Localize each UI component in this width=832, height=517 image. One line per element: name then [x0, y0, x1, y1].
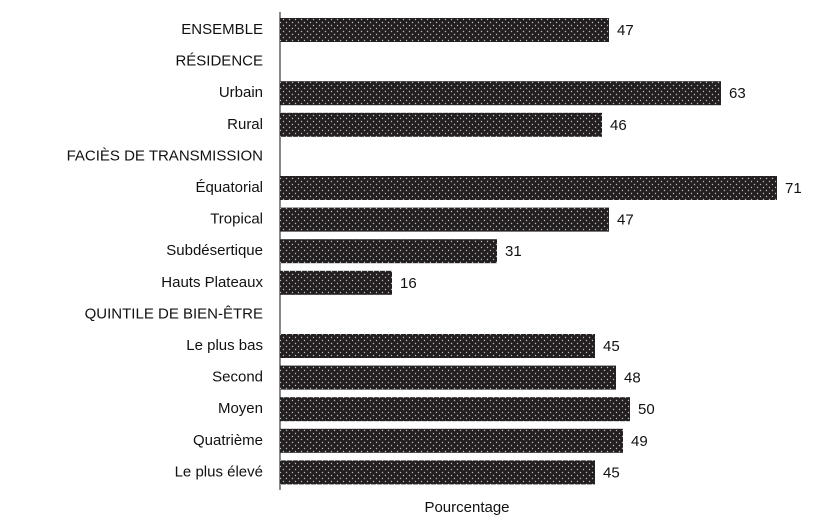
category-label: ENSEMBLE — [181, 21, 263, 38]
bar — [280, 460, 595, 485]
bar — [280, 176, 777, 200]
category-label: Équatorial — [195, 179, 263, 196]
value-label: 31 — [505, 243, 522, 260]
category-label: Subdésertique — [166, 242, 263, 259]
category-label: Tropical — [210, 211, 263, 228]
value-label: 16 — [400, 275, 417, 292]
value-label: 49 — [631, 433, 648, 450]
category-label: Quatrième — [193, 432, 263, 449]
value-label: 47 — [617, 22, 634, 39]
value-label: 71 — [785, 180, 802, 197]
category-label: Le plus élevé — [175, 463, 263, 480]
value-label: 50 — [638, 401, 655, 418]
bar — [280, 239, 497, 264]
bar — [280, 428, 623, 453]
category-label: QUINTILE DE BIEN-ÊTRE — [85, 305, 263, 322]
category-label: Moyen — [218, 400, 263, 417]
bar — [280, 81, 721, 106]
value-label: 45 — [603, 464, 620, 481]
category-label: Hauts Plateaux — [161, 274, 263, 291]
bar — [280, 112, 602, 137]
x-axis-label: Pourcentage — [424, 499, 509, 516]
category-label: Urbain — [219, 84, 263, 101]
category-label: Rural — [227, 116, 263, 133]
bar — [280, 18, 609, 42]
category-label: Le plus bas — [186, 337, 263, 354]
value-label: 46 — [610, 117, 627, 134]
bar — [280, 270, 392, 295]
value-label: 45 — [603, 338, 620, 355]
value-label: 63 — [729, 85, 746, 102]
category-label: RÉSIDENCE — [175, 53, 263, 70]
value-label: 48 — [624, 370, 641, 387]
category-label: Second — [212, 369, 263, 386]
value-label: 47 — [617, 212, 634, 229]
category-label: FACIÈS DE TRANSMISSION — [67, 147, 263, 164]
bar — [280, 334, 595, 358]
bar — [280, 365, 616, 390]
bar — [280, 397, 630, 422]
bar — [280, 207, 609, 232]
